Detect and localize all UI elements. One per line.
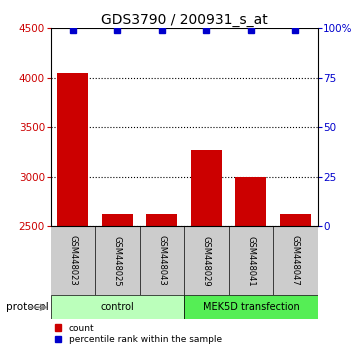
Text: GSM448023: GSM448023 xyxy=(68,235,77,286)
Text: control: control xyxy=(100,302,134,312)
Text: GSM448029: GSM448029 xyxy=(202,235,211,286)
Bar xyxy=(280,214,311,226)
Bar xyxy=(184,296,318,319)
Bar xyxy=(51,296,184,319)
Bar xyxy=(57,73,88,226)
Legend: count, percentile rank within the sample: count, percentile rank within the sample xyxy=(52,320,225,348)
Bar xyxy=(235,177,266,226)
Text: GSM448047: GSM448047 xyxy=(291,235,300,286)
Text: GSM448025: GSM448025 xyxy=(113,235,122,286)
Text: MEK5D transfection: MEK5D transfection xyxy=(203,302,299,312)
Text: GSM448043: GSM448043 xyxy=(157,235,166,286)
Text: GSM448041: GSM448041 xyxy=(247,235,255,286)
Title: GDS3790 / 200931_s_at: GDS3790 / 200931_s_at xyxy=(101,13,268,27)
Bar xyxy=(146,214,178,226)
Bar xyxy=(102,214,133,226)
Text: protocol: protocol xyxy=(5,302,48,312)
Bar xyxy=(191,150,222,226)
